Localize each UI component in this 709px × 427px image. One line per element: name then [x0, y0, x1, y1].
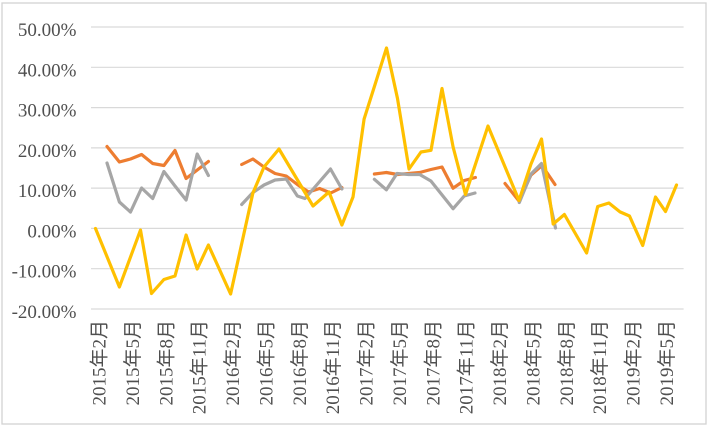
svg-text:-20.00%: -20.00% [12, 302, 77, 323]
svg-text:2015年11月: 2015年11月 [189, 320, 211, 414]
svg-text:50.00%: 50.00% [18, 20, 77, 41]
svg-text:2017年11月: 2017年11月 [456, 320, 478, 414]
svg-text:2017年8月: 2017年8月 [422, 320, 444, 406]
svg-text:10.00%: 10.00% [18, 181, 77, 202]
svg-text:2015年2月: 2015年2月 [89, 320, 111, 406]
svg-text:2015年5月: 2015年5月 [122, 320, 144, 406]
svg-text:40.00%: 40.00% [18, 60, 77, 81]
svg-text:2019年2月: 2019年2月 [623, 320, 645, 406]
svg-text:2018年2月: 2018年2月 [489, 320, 511, 406]
svg-text:2019年5月: 2019年5月 [656, 320, 678, 406]
svg-text:2016年11月: 2016年11月 [322, 320, 344, 414]
svg-text:-10.00%: -10.00% [12, 262, 77, 283]
svg-text:2016年2月: 2016年2月 [222, 320, 244, 406]
svg-text:2017年5月: 2017年5月 [389, 320, 411, 406]
svg-text:20.00%: 20.00% [18, 141, 77, 162]
svg-text:2018年8月: 2018年8月 [556, 320, 578, 406]
svg-text:2018年5月: 2018年5月 [523, 320, 545, 406]
svg-text:2016年8月: 2016年8月 [289, 320, 311, 406]
svg-text:2015年8月: 2015年8月 [155, 320, 177, 406]
svg-text:0.00%: 0.00% [27, 221, 76, 242]
svg-text:30.00%: 30.00% [18, 101, 77, 122]
svg-text:2017年2月: 2017年2月 [356, 320, 378, 406]
svg-text:2018年11月: 2018年11月 [589, 320, 611, 414]
svg-text:2016年5月: 2016年5月 [256, 320, 278, 406]
